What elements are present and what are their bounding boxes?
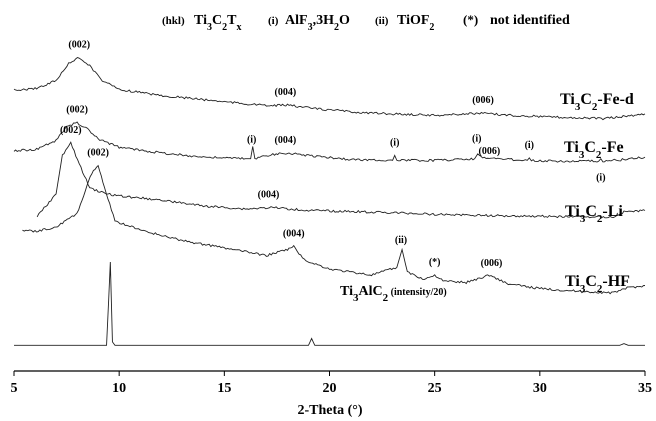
peak-annotation: (004): [274, 135, 296, 146]
peak-annotation: (002): [87, 148, 109, 159]
x-tick-label-25: 25: [428, 381, 442, 396]
peak-annotation: (i): [472, 133, 481, 144]
peak-annotation: (i): [525, 140, 534, 151]
peak-annotation: (002): [68, 39, 90, 50]
peak-annotation: (i): [247, 135, 256, 146]
series-label: Ti3C2-Fe: [564, 139, 624, 161]
x-tick-label-35: 35: [638, 381, 652, 396]
peak-annotation: (i): [390, 137, 399, 148]
series-line: [13, 57, 646, 121]
legend-text-i: AlF3,3H2O: [285, 13, 350, 33]
peak-annotation: (ii): [395, 235, 407, 246]
series-ti3alc2-intensity-20: Ti3AlC2 (intensity/20): [14, 261, 645, 346]
peak-annotation: (002): [60, 125, 82, 136]
series-ti3c2-fe: Ti3C2-Fe (002) (i) (004) (i) (i) (006) (i) (i): [13, 105, 646, 184]
series-line: [22, 164, 646, 295]
peak-annotation: (006): [472, 95, 494, 106]
series-label: Ti3C2-Li: [565, 203, 623, 225]
x-tick-label-30: 30: [533, 381, 547, 396]
peak-annotation: (*): [429, 257, 441, 268]
legend-key-star: (*): [463, 12, 478, 27]
series-line: [13, 121, 646, 163]
series-ti3c2-li: Ti3C2-Li (002) (004): [36, 125, 646, 225]
peak-annotation: (i): [596, 173, 605, 184]
series-line: [14, 261, 645, 346]
peak-annotation: (006): [479, 146, 501, 157]
series-label: Ti3C2-Fe-d: [560, 91, 634, 113]
peak-annotation: (004): [283, 229, 305, 240]
legend-key-hkl: (hkl): [162, 15, 185, 27]
legend-text-ii: TiOF2: [397, 13, 434, 33]
x-tick-label-15: 15: [217, 381, 231, 396]
legend-key-ii: (ii): [375, 15, 389, 27]
x-tick-label-5: 5: [11, 381, 18, 396]
series-ti3c2-hf: Ti3C2-HF (002) (004) (ii) (*) (006): [22, 148, 646, 295]
series-label: Ti3AlC2 (intensity/20): [340, 284, 447, 304]
x-tick-label-10: 10: [112, 381, 126, 396]
series-line: [36, 141, 646, 219]
legend-key-i: (i): [268, 15, 279, 27]
legend: (hkl) Ti3C2Tx (i) AlF3,3H2O (ii) TiOF2 (…: [162, 12, 570, 33]
peak-annotation: (002): [66, 105, 88, 116]
peak-annotation: (004): [274, 87, 296, 98]
x-axis-ticks: 5 10 15 20 25 30 35: [11, 371, 652, 396]
series-ti3c2-fe-d: Ti3C2-Fe-d (002) (004) (006): [13, 39, 646, 121]
peak-annotation: (006): [481, 258, 503, 269]
series-label: Ti3C2-HF: [565, 273, 630, 295]
series-layer: Ti3C2-Fe-d (002) (004) (006) Ti3C2-Fe (002) (i…: [13, 39, 646, 346]
legend-text-star: not identified: [490, 13, 570, 28]
legend-text-hkl: Ti3C2Tx: [194, 13, 241, 33]
peak-annotation: (004): [258, 190, 280, 201]
x-tick-label-20: 20: [323, 381, 337, 396]
x-axis-label: 2-Theta (°): [297, 403, 362, 418]
